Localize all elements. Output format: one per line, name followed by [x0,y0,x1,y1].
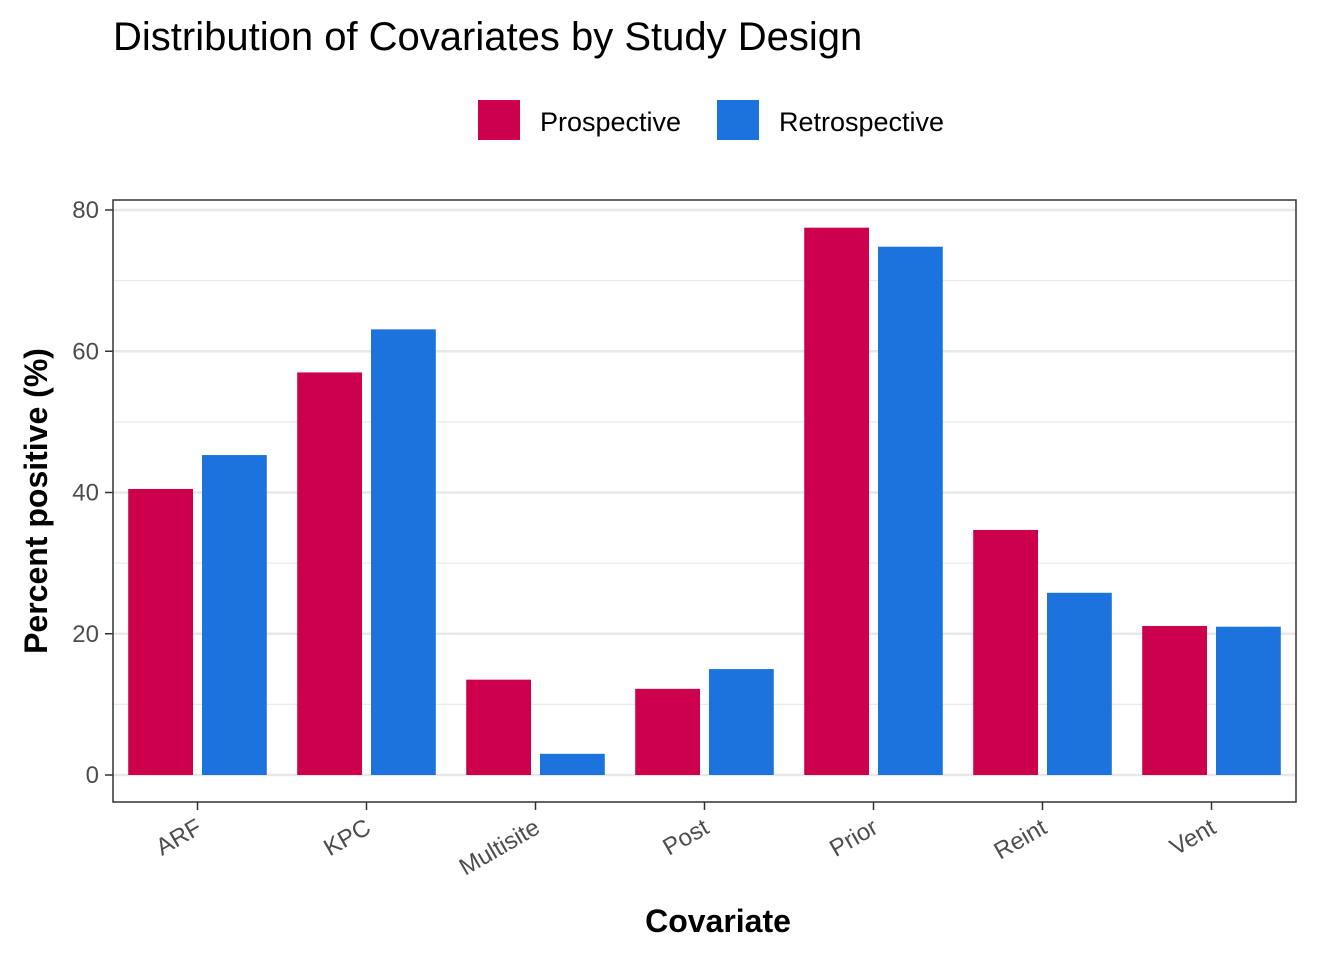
bar-prospective-reint [973,529,1038,775]
x-tick-label: ARF [151,814,206,861]
legend-label-retrospective: Retrospective [779,107,944,137]
legend-label-prospective: Prospective [540,107,681,137]
x-tick-label: Prior [825,814,882,863]
bar-retrospective-prior [878,246,943,776]
bar-prospective-vent [1142,625,1207,775]
bar-prospective-multisite [466,679,531,775]
x-axis-title: Covariate [645,903,791,939]
x-tick-label: KPC [319,814,375,862]
bar-prospective-post [635,688,700,775]
y-axis-title: Percent positive (%) [18,348,54,654]
bar-prospective-kpc [297,372,362,775]
y-tick-label: 80 [72,197,99,224]
plot-background [113,200,1296,802]
x-tick-label: Multisite [455,814,545,881]
x-axis: ARF KPC Multisite Post Prior Reint Vent [151,802,1221,881]
bar-prospective-arf [128,488,193,775]
bar-retrospective-vent [1216,626,1281,775]
legend: Prospective Retrospective [478,100,944,140]
x-tick-label: Reint [989,814,1051,866]
legend-swatch-prospective [478,100,520,140]
bar-prospective-prior [804,227,869,775]
x-tick-label: Vent [1165,814,1220,862]
bar-retrospective-post [709,669,774,775]
bars [128,227,1281,776]
y-tick-label: 20 [72,621,99,648]
bar-retrospective-reint [1047,592,1112,775]
bar-retrospective-multisite [540,753,605,775]
plot-panel [112,199,1297,803]
y-tick-label: 60 [72,338,99,365]
x-tick-label: Post [658,814,713,862]
legend-swatch-retrospective [717,100,759,140]
bar-retrospective-arf [202,455,267,775]
bar-retrospective-kpc [371,329,436,775]
chart-title: Distribution of Covariates by Study Desi… [113,15,862,59]
y-tick-label: 0 [86,762,99,789]
y-axis: 0 20 40 60 80 [72,197,113,789]
y-tick-label: 40 [72,480,99,507]
